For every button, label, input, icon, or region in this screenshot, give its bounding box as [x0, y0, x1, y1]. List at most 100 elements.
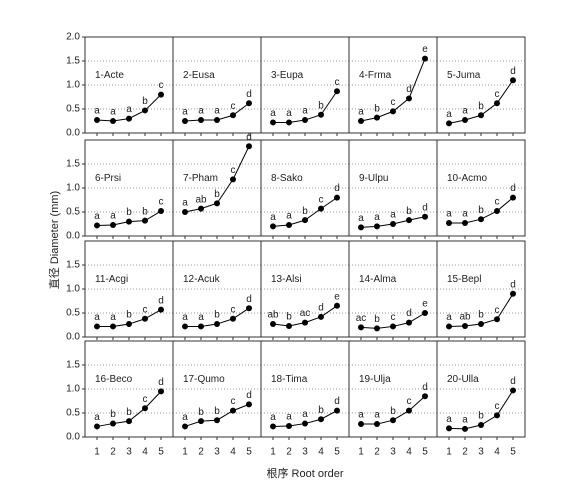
data-point — [406, 407, 412, 414]
data-point — [446, 220, 452, 227]
data-point — [510, 387, 516, 394]
data-point — [494, 412, 500, 419]
data-point — [110, 420, 116, 427]
data-point — [142, 217, 148, 224]
significance-letter: b — [318, 100, 324, 111]
significance-letter: ab — [195, 194, 207, 205]
data-point — [126, 218, 132, 225]
significance-letter: c — [495, 89, 500, 100]
significance-letter: d — [406, 308, 412, 319]
x-tick-label: 5 — [158, 447, 164, 458]
significance-letter: a — [270, 212, 276, 223]
data-point — [270, 423, 276, 430]
significance-letter: d — [406, 84, 412, 95]
significance-letter: b — [214, 406, 220, 417]
data-point — [478, 321, 484, 328]
x-tick-label: 3 — [302, 447, 308, 458]
y-tick-label: 1.0 — [66, 183, 80, 194]
x-tick-label: 4 — [406, 447, 412, 458]
significance-letter: a — [110, 107, 116, 118]
panel-title: 9-Ulpu — [359, 173, 388, 184]
y-tick-label: 0.5 — [66, 207, 80, 218]
data-point — [406, 217, 412, 224]
significance-letter: c — [143, 394, 148, 405]
data-point — [494, 316, 500, 323]
data-point — [158, 306, 164, 313]
x-tick-label: 5 — [510, 447, 516, 458]
x-tick-label: 2 — [110, 447, 116, 458]
significance-letter: a — [94, 412, 100, 423]
significance-letter: c — [495, 305, 500, 316]
significance-letter: a — [214, 106, 220, 117]
significance-letter: c — [159, 197, 164, 208]
significance-letter: b — [478, 310, 484, 321]
y-tick-label: 2.0 — [66, 32, 80, 43]
panel-title: 1-Acte — [95, 70, 124, 81]
x-tick-label: 1 — [94, 447, 100, 458]
significance-letter: d — [246, 89, 252, 100]
panel-title: 5-Juma — [447, 70, 481, 81]
data-point — [126, 115, 132, 122]
panel-title: 11-Acgi — [95, 274, 128, 285]
x-axis-label: 根序 Root order — [266, 466, 343, 480]
significance-letter: c — [495, 401, 500, 412]
significance-letter: a — [110, 211, 116, 222]
significance-letter: e — [422, 299, 428, 310]
data-point — [142, 315, 148, 322]
data-point — [110, 323, 116, 330]
data-point — [158, 91, 164, 98]
data-point — [462, 117, 468, 124]
significance-letter: b — [214, 310, 220, 321]
significance-letter: b — [126, 310, 132, 321]
panel-title: 6-Prsi — [95, 173, 121, 184]
data-point — [198, 323, 204, 330]
significance-letter: a — [358, 410, 364, 421]
x-tick-label: 3 — [126, 447, 132, 458]
data-point — [334, 88, 340, 95]
x-tick-label: 2 — [286, 447, 292, 458]
x-tick-label: 1 — [182, 447, 188, 458]
significance-letter: b — [374, 314, 380, 325]
data-point — [478, 216, 484, 223]
significance-letter: d — [334, 183, 340, 194]
x-tick-label: 5 — [334, 447, 340, 458]
data-point — [286, 422, 292, 429]
data-point — [446, 323, 452, 330]
y-tick-label: 1.0 — [66, 384, 80, 395]
data-point — [390, 417, 396, 424]
data-point — [142, 107, 148, 114]
significance-letter: d — [422, 202, 428, 213]
significance-letter: ab — [267, 310, 279, 321]
y-tick-label: 0.0 — [66, 432, 80, 443]
significance-letter: b — [478, 101, 484, 112]
y-tick-label: 1.5 — [66, 260, 80, 271]
significance-letter: a — [286, 412, 292, 423]
x-tick-label: 4 — [230, 447, 236, 458]
data-point — [198, 117, 204, 124]
significance-letter: d — [510, 279, 516, 290]
x-tick-label: 4 — [494, 447, 500, 458]
significance-letter: d — [246, 132, 252, 143]
y-tick-label: 1.5 — [66, 159, 80, 170]
y-tick-label: 0.5 — [66, 308, 80, 319]
data-point — [214, 200, 220, 207]
significance-letter: b — [126, 207, 132, 218]
significance-letter: b — [110, 409, 116, 420]
significance-letter: a — [358, 107, 364, 118]
data-point — [358, 118, 364, 124]
x-tick-label: 4 — [142, 447, 148, 458]
x-tick-label: 3 — [214, 447, 220, 458]
y-tick-label: 1.5 — [66, 56, 80, 67]
significance-letter: d — [246, 390, 252, 401]
significance-letter: e — [334, 291, 340, 302]
significance-letter: c — [391, 312, 396, 323]
data-point — [182, 423, 188, 430]
significance-letter: a — [198, 312, 204, 323]
data-point — [510, 77, 516, 84]
data-point — [462, 220, 468, 227]
significance-letter: d — [334, 396, 340, 407]
data-point — [318, 205, 324, 212]
y-tick-label: 0.0 — [66, 231, 80, 242]
significance-letter: b — [406, 206, 412, 217]
significance-letter: a — [446, 209, 452, 220]
